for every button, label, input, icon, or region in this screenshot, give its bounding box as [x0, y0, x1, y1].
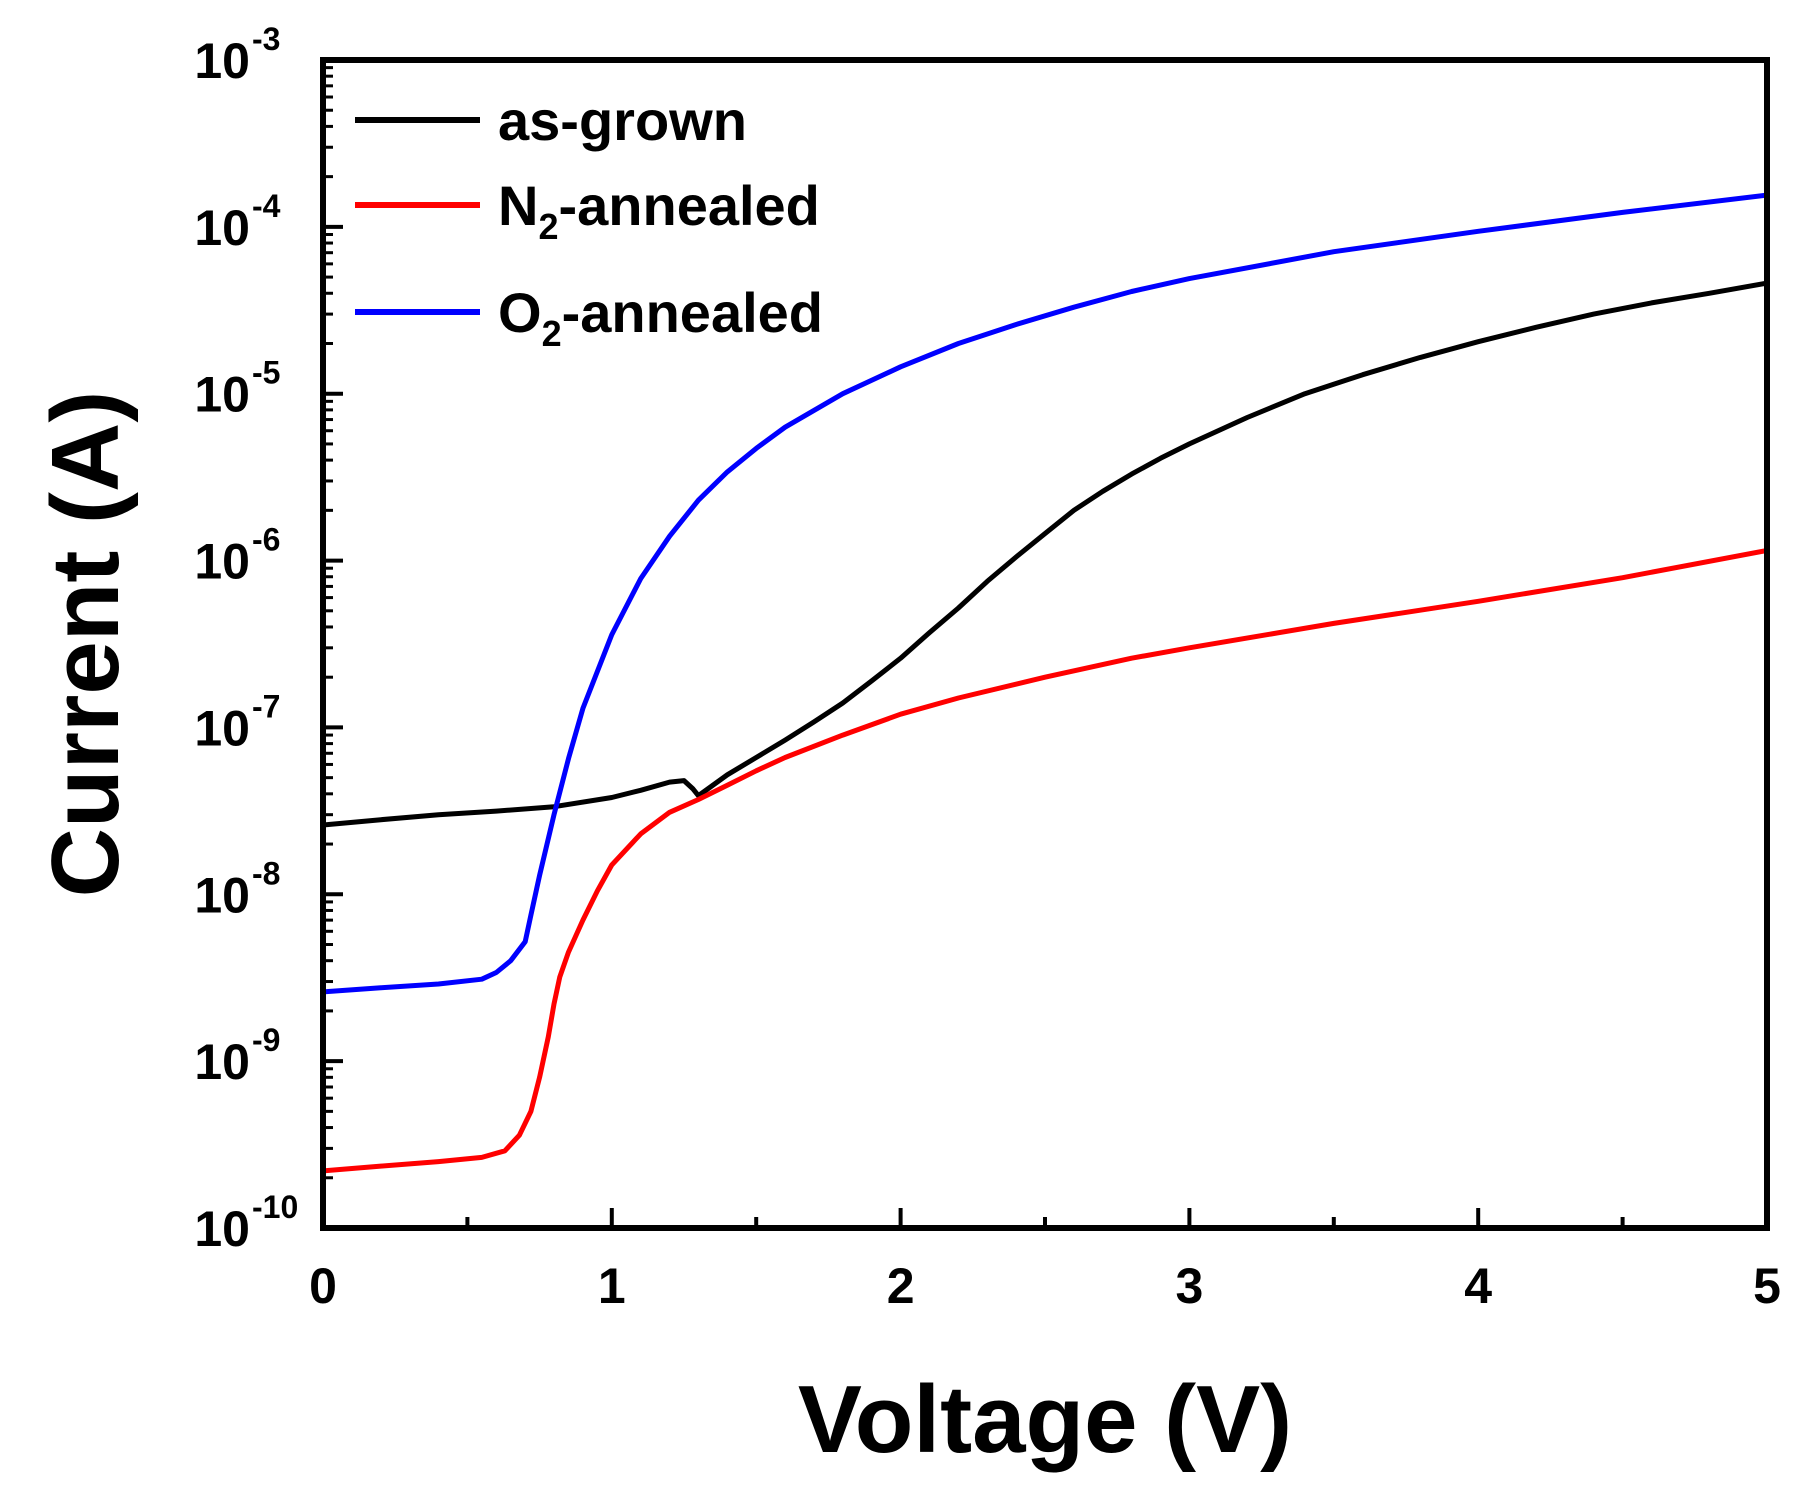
- x-tick-labels: 0 1 2 3 4 5: [309, 1258, 1781, 1314]
- y-tick-base: 10: [194, 1201, 250, 1257]
- y-tick-base: 10: [194, 1034, 250, 1090]
- y-tick-label: 10 -10: [194, 1189, 298, 1257]
- y-axis-title: Current (A): [32, 391, 139, 898]
- plot-frame: [320, 57, 1770, 1231]
- legend-label-rest: -annealed: [558, 174, 819, 237]
- y-tick-label: 10 -5: [194, 355, 280, 423]
- y-tick-exponent: -6: [252, 522, 280, 558]
- legend-label: as-grown: [498, 89, 747, 152]
- y-tick-exponent: -4: [252, 188, 281, 224]
- legend-label-rest: -annealed: [562, 281, 823, 344]
- y-tick-label: 10 -7: [194, 688, 280, 756]
- series-line-as-grown: [323, 280, 1767, 828]
- y-tick-base: 10: [194, 700, 250, 756]
- y-tick-base: 10: [194, 367, 250, 423]
- legend-item-o2-annealed: O2-annealed: [355, 281, 823, 354]
- x-tick-label: 2: [887, 1258, 915, 1314]
- y-tick-label: 10 -9: [194, 1022, 280, 1090]
- y-tick-exponent: -3: [252, 21, 280, 57]
- x-tick-label: 0: [309, 1258, 337, 1314]
- y-tick-label: 10 -4: [194, 188, 280, 256]
- y-tick-exponent: -7: [252, 688, 280, 724]
- y-tick-base: 10: [194, 200, 250, 256]
- legend-label-subscript: 2: [542, 313, 562, 354]
- y-tick-exponent: -9: [252, 1022, 280, 1058]
- x-tick-label: 5: [1753, 1258, 1781, 1314]
- y-tick-exponent: -10: [252, 1189, 298, 1225]
- y-tick-base: 10: [194, 33, 250, 89]
- y-tick-base: 10: [194, 867, 250, 923]
- x-tick-label: 3: [1175, 1258, 1203, 1314]
- y-tick-exponent: -5: [252, 355, 280, 391]
- legend-label-subscript: 2: [538, 206, 558, 247]
- legend-item-as-grown: as-grown: [355, 89, 747, 152]
- series-line-n2-annealed: [323, 547, 1767, 1174]
- y-tick-label: 10 -3: [194, 21, 280, 89]
- series-lines: [323, 192, 1767, 1174]
- legend-label: O2-annealed: [498, 281, 823, 354]
- y-tick-label: 10 -8: [194, 855, 280, 923]
- x-tick-label: 4: [1464, 1258, 1492, 1314]
- legend-label: N2-annealed: [498, 174, 820, 247]
- y-tick-base: 10: [194, 534, 250, 590]
- series-line-o2-annealed: [323, 192, 1767, 995]
- y-tick-label: 10 -6: [194, 522, 280, 590]
- x-axis-title: Voltage (V): [798, 1366, 1292, 1473]
- legend-item-n2-annealed: N2-annealed: [355, 174, 820, 247]
- x-tick-label: 1: [598, 1258, 626, 1314]
- y-tick-exponent: -8: [252, 855, 280, 891]
- legend: as-grown N2-annealed O2-annealed: [355, 89, 823, 354]
